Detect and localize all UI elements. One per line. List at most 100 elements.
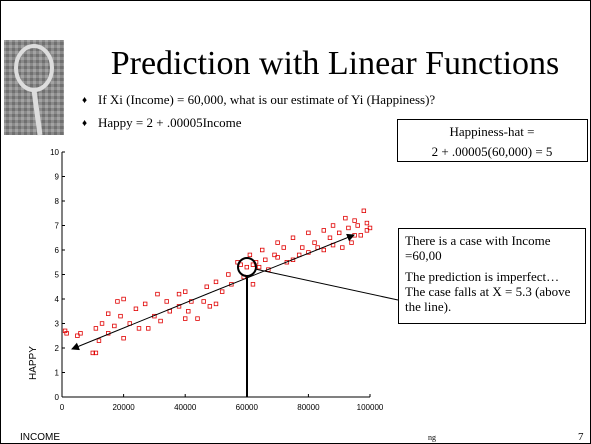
footer: ng — [428, 433, 436, 442]
formula-line: 2 + .00005(60,000) = 5 — [432, 144, 553, 159]
point — [352, 218, 357, 223]
point — [275, 255, 280, 260]
bullet-marker: ♦ — [82, 118, 87, 129]
point — [155, 291, 160, 297]
point — [93, 350, 99, 356]
point — [204, 284, 209, 289]
point — [343, 215, 348, 221]
point — [321, 247, 326, 253]
y-tick-label: 7 — [55, 222, 60, 231]
point — [146, 326, 151, 331]
point — [78, 331, 83, 336]
x-tick-label: 100000 — [357, 403, 384, 412]
point — [118, 313, 123, 319]
point — [281, 245, 286, 250]
point — [213, 301, 219, 307]
point — [158, 318, 163, 324]
point — [290, 235, 296, 240]
point — [121, 335, 126, 341]
x-tick-label: 80000 — [297, 403, 320, 412]
x-axis-label: INCOME — [20, 432, 60, 443]
y-tick-label: 10 — [50, 148, 59, 157]
regression-arrow — [71, 291, 213, 351]
point — [226, 272, 231, 277]
point — [256, 264, 262, 270]
callout-pointer — [254, 268, 399, 301]
point — [142, 301, 148, 307]
y-tick-label: 0 — [55, 393, 60, 402]
point — [275, 240, 280, 245]
bullet: Happy = 2 + .00005Income — [98, 115, 242, 130]
point — [330, 223, 336, 228]
point — [201, 299, 206, 304]
point — [133, 306, 139, 311]
point — [250, 282, 256, 287]
point — [355, 223, 360, 228]
point — [96, 338, 102, 343]
point — [358, 233, 363, 238]
callout-box: There is a case with Income =60,00 The p… — [398, 228, 586, 324]
point — [306, 230, 311, 236]
point — [364, 228, 370, 233]
point — [263, 257, 268, 262]
point — [90, 350, 95, 356]
y-tick-label: 3 — [55, 320, 60, 329]
point — [244, 264, 249, 270]
point — [321, 228, 326, 233]
slide-title: Prediction with Linear Functions — [111, 45, 560, 82]
bullet-marker: ♦ — [82, 95, 87, 106]
plot: 0 1 2 3 4 5 6 7 8 9 10 0 20000 40000 60000 80000 100000 — [50, 148, 384, 412]
point — [182, 289, 188, 294]
point — [349, 240, 354, 245]
formula-box — [397, 119, 588, 162]
point — [213, 279, 219, 285]
point — [75, 333, 80, 338]
y-tick-label: 9 — [55, 173, 60, 182]
point — [186, 309, 191, 314]
callout-text: There is a case with Income =60,00 — [405, 233, 551, 263]
point — [115, 299, 120, 304]
y-tick-label: 1 — [55, 369, 60, 378]
point — [64, 331, 69, 336]
point — [300, 245, 305, 250]
callout-text: The prediction is imperfect… The case fa… — [405, 269, 571, 314]
formula-line: Happiness-hat = — [450, 124, 535, 139]
point — [99, 321, 105, 326]
point — [312, 240, 317, 245]
y-tick-label: 6 — [55, 246, 60, 255]
case-circle — [237, 257, 257, 277]
point — [336, 230, 342, 236]
point — [346, 225, 351, 231]
x-tick-label: 40000 — [174, 403, 197, 412]
point — [112, 323, 117, 329]
regression-arrow — [211, 233, 355, 293]
point — [106, 311, 111, 316]
point — [207, 304, 213, 309]
point — [247, 252, 253, 258]
point — [340, 245, 345, 250]
point — [364, 220, 370, 226]
point — [93, 326, 99, 331]
point — [367, 225, 373, 231]
point — [361, 208, 367, 213]
point — [195, 316, 200, 321]
point — [164, 299, 169, 304]
x-tick-label: 60000 — [236, 403, 259, 412]
y-tick-label: 5 — [55, 271, 60, 280]
y-tick-label: 4 — [55, 295, 60, 304]
point — [121, 296, 126, 302]
point — [259, 247, 265, 253]
overlay — [71, 233, 399, 397]
point — [136, 326, 142, 331]
x-tick-label: 0 — [60, 403, 65, 412]
point — [272, 252, 277, 258]
point — [327, 235, 333, 240]
bullet: If Xi (Income) = 60,000, what is our est… — [98, 92, 435, 107]
y-tick-label: 8 — [55, 197, 60, 206]
photo — [4, 40, 64, 136]
y-tick-label: 2 — [55, 344, 60, 353]
point — [182, 316, 188, 321]
point — [176, 291, 182, 297]
